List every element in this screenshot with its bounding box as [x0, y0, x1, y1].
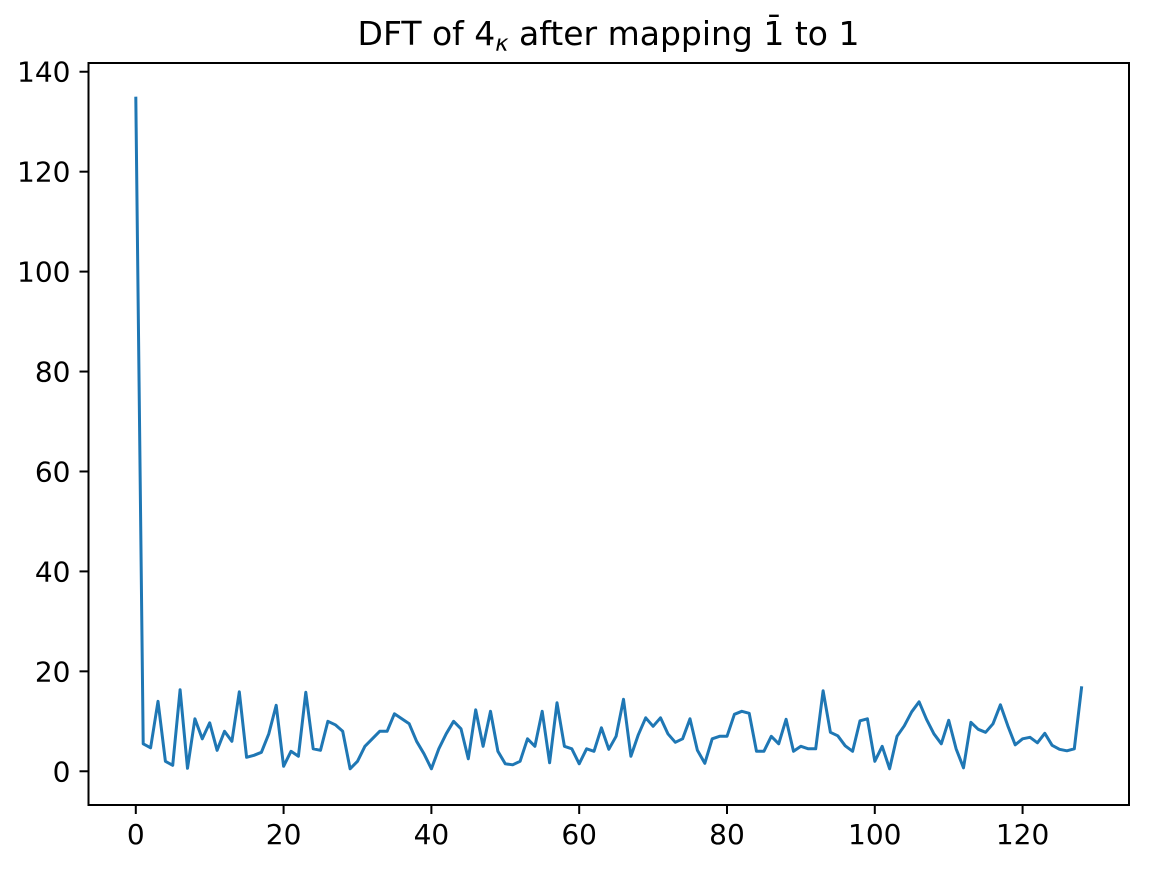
- x-tick-label-100: 100: [848, 818, 901, 851]
- y-tick-label-100: 100: [17, 256, 70, 289]
- y-tick-label-120: 120: [17, 156, 70, 189]
- dft-line-series-0: [134, 96, 1084, 771]
- title-prefix: DFT of 4: [357, 14, 496, 53]
- x-tick-label-20: 20: [266, 818, 302, 851]
- y-tick-label-20: 20: [35, 655, 71, 688]
- y-tick-label-60: 60: [35, 455, 71, 488]
- title-subscript-kappa: κ: [495, 30, 509, 57]
- axes-spines: [87, 62, 1130, 806]
- x-tick-label-80: 80: [709, 818, 745, 851]
- chart-title: DFT of 4κ after mapping 1̄ to 1: [88, 14, 1129, 55]
- title-suffix: after mapping 1̄ to 1: [508, 14, 860, 53]
- y-tick-label-40: 40: [35, 555, 71, 588]
- y-tick-label-140: 140: [17, 56, 70, 89]
- x-tick-label-120: 120: [996, 818, 1049, 851]
- x-tick-label-40: 40: [414, 818, 450, 851]
- x-tick-label-0: 0: [127, 818, 145, 851]
- y-tick-label-80: 80: [35, 356, 71, 389]
- y-tick-label-0: 0: [53, 755, 71, 788]
- x-tick-label-60: 60: [561, 818, 597, 851]
